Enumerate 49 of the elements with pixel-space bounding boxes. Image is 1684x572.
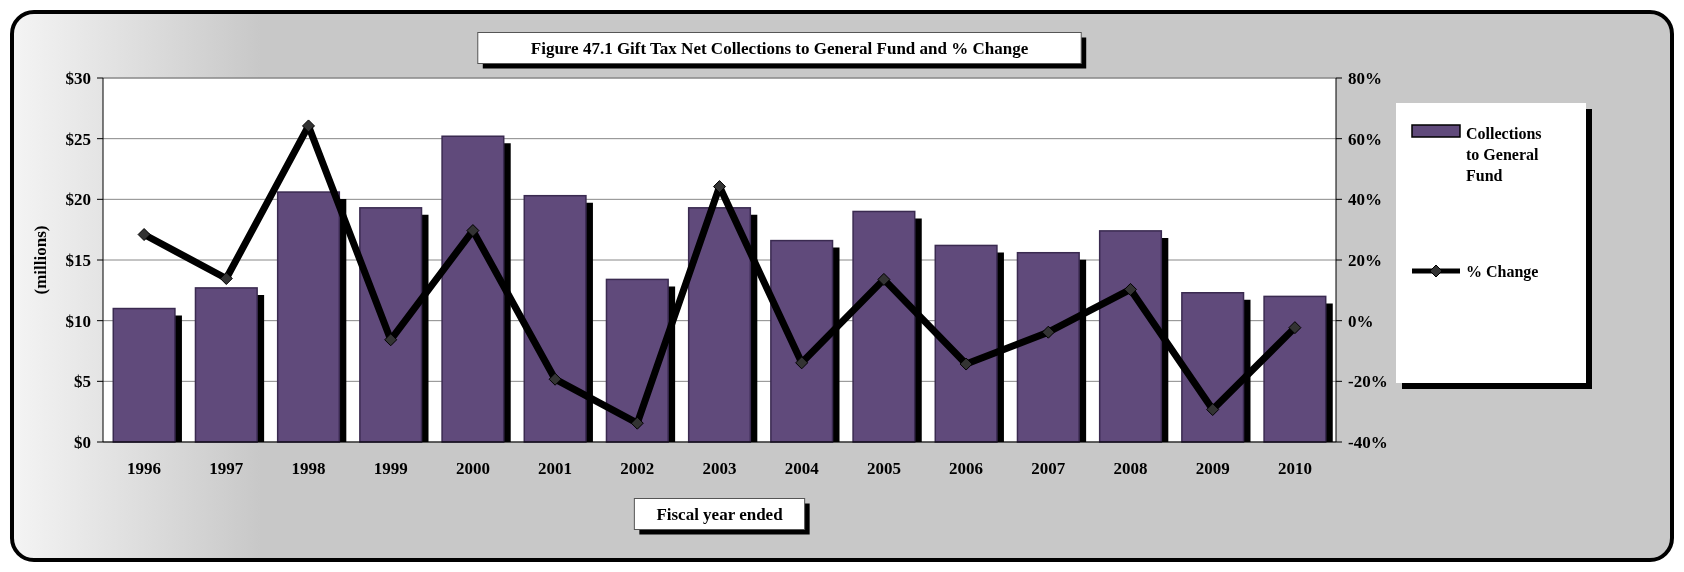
point bbox=[1041, 325, 1055, 339]
point bbox=[1124, 282, 1137, 296]
y2-tick-label: -20% bbox=[1348, 372, 1388, 392]
x-tick-label: 2003 bbox=[702, 459, 737, 478]
x-tick-label: 2004 bbox=[784, 459, 820, 478]
y-axis-title: (millions) bbox=[31, 225, 50, 295]
x-tick-label: 2001 bbox=[538, 459, 573, 478]
x-tick-label: 1996 bbox=[127, 459, 162, 478]
x-tick-label: 2010 bbox=[1277, 459, 1312, 478]
x-tick-label: 2009 bbox=[1195, 459, 1230, 478]
legend-label: % Change bbox=[1466, 263, 1539, 281]
point bbox=[137, 228, 151, 242]
x-tick-label: 2005 bbox=[866, 459, 901, 478]
x-tick-label: 2000 bbox=[455, 459, 490, 478]
point bbox=[548, 372, 562, 386]
y2-tick-label: 60% bbox=[1348, 129, 1382, 149]
y2-tick-label: 80% bbox=[1348, 69, 1382, 88]
y-tick-label: $15 bbox=[65, 251, 91, 270]
point bbox=[219, 272, 233, 285]
y-tick-label: $30 bbox=[65, 69, 91, 88]
x-tick-label: 1997 bbox=[209, 459, 244, 478]
point bbox=[795, 356, 809, 370]
y2-tick-label: -40% bbox=[1348, 433, 1388, 452]
point bbox=[713, 180, 726, 194]
y2-tick-label: 40% bbox=[1348, 190, 1382, 210]
x-tick-label: 1999 bbox=[373, 459, 408, 478]
x-tick-label: 2007 bbox=[1031, 459, 1066, 478]
y2-tick-label: 0% bbox=[1348, 311, 1374, 331]
chart-title: Figure 47.1 Gift Tax Net Collections to General Fund and % Change bbox=[530, 38, 1029, 58]
x-axis-title: Fiscal year ended bbox=[656, 504, 784, 524]
point bbox=[877, 272, 891, 286]
x-tick-label: 1998 bbox=[291, 459, 326, 478]
point bbox=[384, 333, 398, 347]
y-tick-label: $5 bbox=[74, 372, 91, 392]
point bbox=[302, 119, 315, 133]
y-tick-label: $20 bbox=[65, 190, 91, 210]
point bbox=[959, 357, 973, 371]
x-tick-label: 2006 bbox=[949, 459, 984, 478]
y-tick-label: $10 bbox=[65, 311, 91, 331]
x-tick-label: 2008 bbox=[1113, 459, 1148, 478]
y2-tick-label: 20% bbox=[1348, 251, 1382, 270]
x-tick-label: 2002 bbox=[620, 459, 655, 478]
point bbox=[1206, 403, 1220, 417]
y-tick-label: $0 bbox=[74, 433, 91, 452]
legend-label: Collections to General Fund bbox=[1466, 125, 1542, 184]
point bbox=[1288, 321, 1302, 335]
y-tick-label: $25 bbox=[65, 129, 91, 149]
point bbox=[466, 224, 480, 238]
point bbox=[630, 416, 644, 430]
